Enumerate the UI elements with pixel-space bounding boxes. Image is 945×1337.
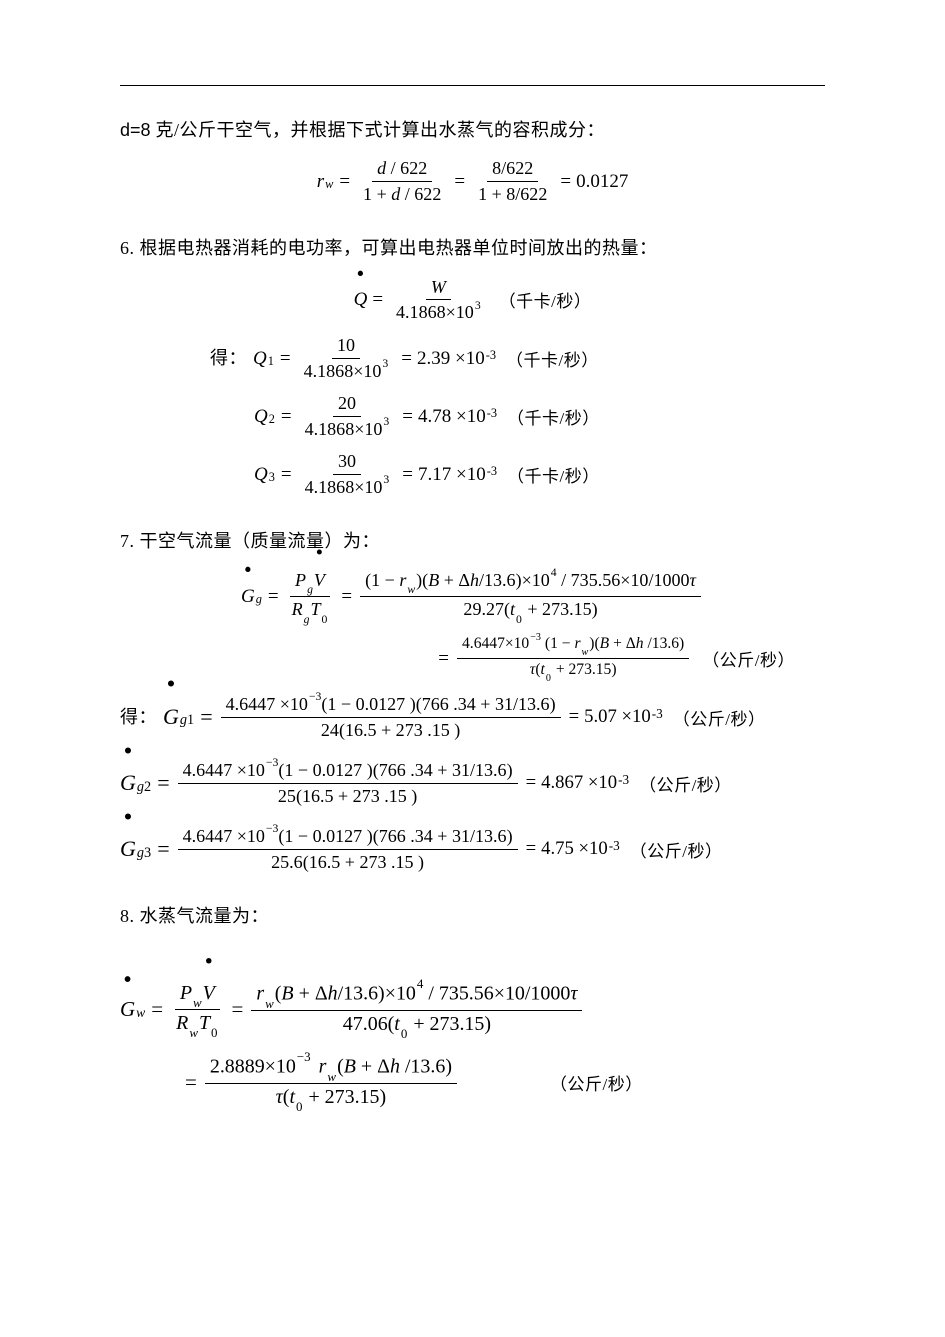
gg-formula-unit: （公斤/秒）	[702, 646, 795, 671]
intro-leading: d=8	[120, 120, 151, 140]
eq-Gg3: Gg3 = 4.6447 ×10−3(1 − 0.0127 )(766 .34 …	[120, 824, 825, 874]
item6-label: 6. 根据电热器消耗的电功率，可算出电热器单位时间放出的热量：	[120, 232, 825, 264]
q2-unit: （千卡/秒）	[507, 404, 600, 429]
eq-Q1: 得： Q1 = 10 4.1868×103 = 2.39 ×10-3 （千卡/秒…	[210, 333, 825, 383]
item6-prefix: 得：	[210, 342, 247, 374]
eq-Gg2: Gg2 = 4.6447 ×10−3(1 − 0.0127 )(766 .34 …	[120, 758, 825, 808]
eq-Q3: Q3 = 30 4.1868×103 = 7.17 ×10-3 （千卡/秒）	[210, 449, 825, 499]
page: d=8 克/公斤干空气，并根据下式计算出水蒸气的容积成分： rw = d / 6…	[0, 0, 945, 1337]
eq-Gw-def1: Gw = PwV RwT0 = rw(B + Δh/13.6)×104 / 73…	[120, 979, 825, 1040]
item8-label: 8. 水蒸气流量为：	[120, 900, 825, 932]
eq-Q-def: Q = W 4.1868×103 （千卡/秒）	[120, 275, 825, 325]
eq-Gg-def2: = 4.6447×10−3 (1 − rw)(B + Δh /13.6) τ(t…	[120, 633, 825, 684]
eq-Gg1: 得： Gg1 = 4.6447 ×10−3(1 − 0.0127 )(766 .…	[120, 692, 825, 742]
gg1-unit: （公斤/秒）	[673, 705, 766, 730]
eq1-result: 0.0127	[576, 172, 628, 191]
eq-rw: rw = d / 622 1 + d / 622 = 8/622 1 + 8/6…	[120, 156, 825, 206]
eq1-f2den: 1 + 8/622	[478, 184, 547, 204]
item7-prefix: 得：	[120, 701, 157, 733]
gg3-unit: （公斤/秒）	[630, 837, 723, 862]
q3-unit: （千卡/秒）	[507, 462, 600, 487]
intro-rest: 克/公斤干空气，并根据下式计算出水蒸气的容积成分：	[156, 120, 606, 140]
eq-Gw-def2: = 2.8889×10−3rw(B + Δh /13.6) τ(t0 + 273…	[120, 1052, 825, 1113]
eq-Gg-def1: Gg = PgV RgT0 = (1 − rw)(B + Δh/13.6)×10…	[120, 568, 825, 626]
top-rule	[120, 85, 825, 86]
item7-label: 7. 干空气流量（质量流量）为：	[120, 525, 825, 557]
eq-Q-unit: （千卡/秒）	[499, 287, 592, 312]
eq1-f2num: 8/622	[492, 158, 533, 178]
q1-unit: （千卡/秒）	[506, 346, 599, 371]
gg2-unit: （公斤/秒）	[639, 771, 732, 796]
eq-Q2: Q2 = 20 4.1868×103 = 4.78 ×10-3 （千卡/秒）	[210, 391, 825, 441]
intro-paragraph: d=8 克/公斤干空气，并根据下式计算出水蒸气的容积成分：	[120, 114, 825, 146]
gw-formula-unit: （公斤/秒）	[550, 1070, 643, 1095]
